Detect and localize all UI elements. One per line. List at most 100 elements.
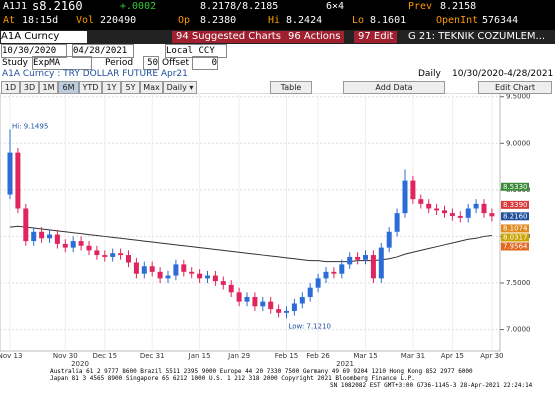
candle-body [165,275,171,279]
candle-body [118,253,124,256]
range-button[interactable]: 1M [39,81,58,94]
y-tick-label: 9.5000 [506,93,531,101]
chart: 7.00007.50008.00008.50009.00009.5000Nov … [0,93,531,368]
candle-body [228,284,234,293]
range-button[interactable]: 5Y [121,81,140,94]
candle-body [78,241,84,246]
candle-body [473,203,479,209]
hi: 8.2424 [286,15,323,26]
candle-body [442,210,447,214]
price-tag [501,212,529,221]
candle-body [489,213,495,217]
candle-body [189,271,195,274]
candle-body [284,310,289,313]
range-button[interactable]: Add Data [343,81,445,94]
candle-body [449,213,455,216]
candle-body [47,234,52,239]
candle-body [276,309,282,313]
candle-body [402,180,408,214]
offset-label: Offset [162,58,190,68]
price-tag-label: 8.2160 [503,212,528,220]
candle-body [260,301,266,307]
x-tick-label: Nov 13 [0,352,22,360]
moving-average [9,225,492,263]
prev-label: Prev [408,1,433,12]
start-date[interactable]: 10/30/2020 [1,44,67,58]
x-tick-label: Apr 30 [480,352,503,360]
time: 18:15d [22,15,59,26]
price-tag [501,224,529,233]
vol: 220490 [100,15,137,26]
annotation: Hi: 9.1495 [12,122,48,130]
candle-body [418,199,424,204]
range-button[interactable]: Daily ▾ [163,81,197,94]
candle-body [110,253,116,257]
oi-label: OpenInt [436,15,479,26]
candle-body [94,250,100,256]
range-button[interactable]: YTD [79,81,102,94]
candle-body [205,275,210,279]
prev: 8.2158 [440,1,477,12]
edit-button[interactable]: 97 Edit [354,31,398,43]
op-label: Op [178,15,191,26]
range-button[interactable]: Max [140,81,163,94]
end-date[interactable]: 04/28/2021 [72,44,134,58]
x-tick-label: Dec 31 [140,352,165,360]
vol-label: Vol [76,15,95,26]
year-label: 2021 [336,360,354,368]
price-tag-label: 8.3390 [503,201,528,209]
candle-body [157,271,163,279]
candle-body [347,256,353,265]
price-tag-label: 8.5330 [503,183,528,191]
bid-ask: 8.2178/8.2185 [200,1,279,12]
quote-bar [0,0,555,30]
range-button[interactable]: 6M [58,81,79,94]
range-button[interactable]: 1Y [102,81,121,94]
candle-body [378,247,384,279]
security-field[interactable]: A1A Curncy [1,31,87,43]
study-select[interactable]: ExpMA [32,56,92,70]
candle-body [7,152,13,195]
y-tick-label: 7.5000 [506,279,531,287]
currency-select[interactable]: Local CCY [165,44,227,58]
size: 6×4 [326,1,345,12]
range-button[interactable]: 1D [1,81,20,94]
price-tag-label: 7.9564 [503,242,528,250]
candle-body [315,278,321,288]
candle-body [173,264,179,276]
actions-button[interactable]: 96 Actions [284,31,345,43]
change: +.0002 [120,1,157,12]
range-button[interactable]: Edit Chart [478,81,552,94]
candle-body [291,303,297,311]
period-input[interactable]: 50 [143,56,159,70]
lo: 8.1601 [370,15,407,26]
range-button[interactable]: 3D [20,81,39,94]
chart-subtitle: A1A Curncy : TRY DOLLAR FUTURE Apr21 [2,69,188,79]
range-button[interactable]: Table [270,81,312,94]
price-tag-label: 8.1074 [503,224,528,232]
footer-line: SN 1082082 EST GMT+3:00 G736-1145-3 28-A… [330,382,533,389]
last-price: s8.2160 [32,0,83,13]
candle-body [70,241,76,248]
x-tick-label: Jan 29 [227,352,250,360]
candle-body [323,271,329,279]
template-name[interactable]: G 21: TEKNIK COZUMLEM... [408,31,546,42]
offset-input[interactable]: 0 [192,56,218,70]
candle-body [31,231,37,242]
candle-body [481,203,487,214]
suggested-charts-button[interactable]: 94 Suggested Charts [172,31,285,43]
frequency: Daily [418,69,441,79]
date-span: 10/30/2020-4/28/2021 [452,69,554,79]
candle-body [15,152,21,209]
candle-body [457,215,463,218]
x-tick-label: Jan 15 [188,352,211,360]
x-tick-label: Feb 26 [306,352,330,360]
x-tick-label: Nov 30 [53,352,78,360]
study-label: Study [2,58,28,68]
candle-body [394,213,400,232]
candle-body [370,255,376,279]
x-tick-label: Apr 15 [441,352,464,360]
oi: 576344 [482,15,519,26]
candle-body [339,264,345,274]
plot-area [0,93,501,352]
